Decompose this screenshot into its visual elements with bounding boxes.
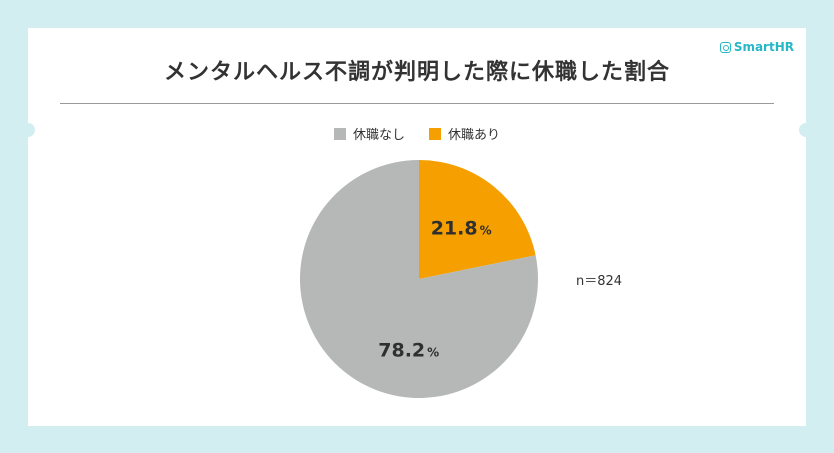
pie-slice-no-leave xyxy=(300,160,538,399)
chart-title: メンタルヘルス不調が判明した際に休職した割合 xyxy=(163,60,670,85)
brand-logo: SmartHR xyxy=(719,40,794,54)
card-notch-left xyxy=(21,123,35,137)
pie-label-no-leave: 78.2% xyxy=(378,340,439,362)
card-notch-right xyxy=(799,123,813,137)
chart-card: SmartHR メンタルヘルス不調が判明した際に休職した割合 休職なし 休職あり… xyxy=(21,28,813,426)
legend-item-no-leave: 休職なし xyxy=(333,124,405,143)
legend-swatch-no-leave xyxy=(333,127,346,140)
pie-slice-leave xyxy=(419,160,536,279)
sample-size-label: n＝824 xyxy=(576,274,623,289)
pie-label-leave: 21.8% xyxy=(431,217,492,239)
smarthr-logo-icon xyxy=(719,41,731,53)
legend-item-leave: 休職あり xyxy=(429,124,500,143)
brand-name: SmartHR xyxy=(733,40,794,54)
legend-label-no-leave: 休職なし xyxy=(352,128,405,143)
chart-legend: 休職なし 休職あり xyxy=(28,124,806,143)
legend-label-leave: 休職あり xyxy=(448,128,501,143)
title-divider xyxy=(60,103,774,104)
pie-chart: 21.8 % 78.2% xyxy=(300,160,538,399)
legend-swatch-leave xyxy=(429,127,441,140)
